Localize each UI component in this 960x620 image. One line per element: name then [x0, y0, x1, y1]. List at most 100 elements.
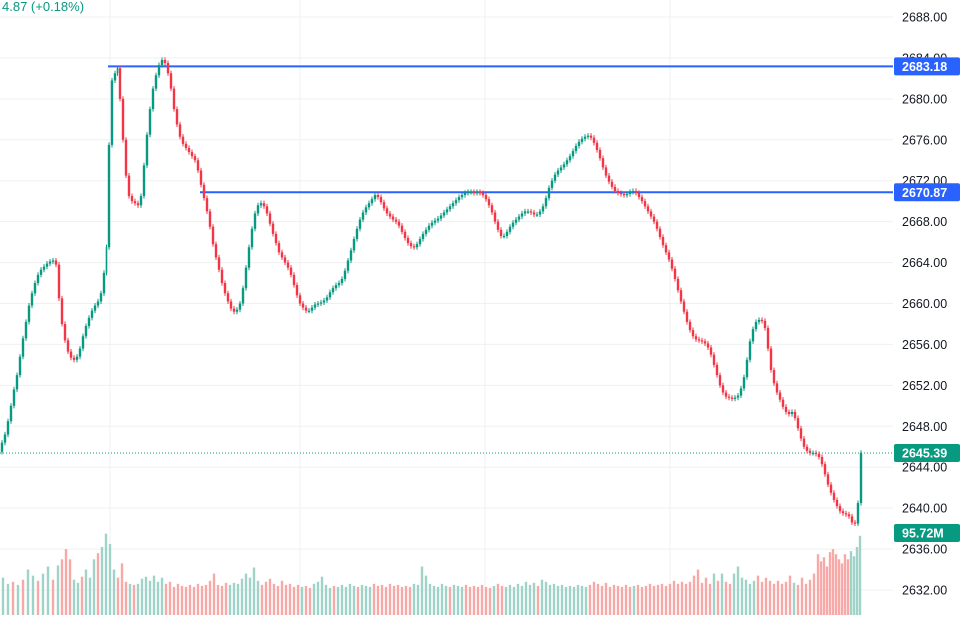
y-tick-label: 2664.00: [902, 256, 947, 270]
volume-bar: [216, 584, 220, 615]
volume-bar: [708, 583, 712, 615]
candle-body: [715, 364, 719, 376]
volume-bar: [852, 556, 856, 615]
candle-body: [532, 212, 536, 215]
candle-body: [592, 137, 596, 143]
volume-bar: [152, 575, 156, 615]
candle-body: [658, 228, 662, 237]
volume-bar: [204, 584, 208, 615]
volume-bar: [764, 577, 768, 615]
volume-bar: [208, 580, 212, 615]
volume-bar: [700, 582, 704, 615]
volume-bar: [60, 559, 64, 615]
candle-body: [220, 269, 224, 284]
volume-bar: [312, 583, 316, 615]
candle-body: [664, 245, 668, 253]
candle-body: [0, 442, 4, 452]
candle-body: [412, 246, 416, 248]
candle-body: [229, 301, 233, 309]
volume-bar: [476, 586, 480, 615]
candle-body: [57, 264, 61, 299]
axis-price-labels: 2683.18 2670.87 2645.39 95.72M: [894, 57, 960, 542]
volume-bar: [796, 584, 800, 615]
candle-body: [562, 164, 566, 168]
y-tick-label: 2688.00: [902, 11, 947, 25]
candle-body: [796, 418, 800, 429]
candle-body: [679, 290, 683, 302]
level-price-label-text: 2670.87: [902, 186, 947, 200]
price-axis[interactable]: 2632.00 2636.00 2640.00 2644.00 2648.00 2652.…: [902, 11, 947, 598]
volume-bar: [640, 586, 644, 615]
candle-body: [487, 199, 491, 206]
candle-body: [286, 262, 290, 268]
candle-body: [418, 239, 422, 245]
candle-body: [610, 181, 614, 187]
volume-bar: [76, 582, 80, 615]
candle-body: [604, 167, 608, 176]
volume-bar: [524, 581, 528, 615]
volume-bar: [276, 585, 280, 615]
volume-bar: [416, 584, 420, 615]
candle-body: [66, 340, 70, 352]
candle-body: [247, 247, 251, 268]
candle-body: [331, 288, 335, 293]
candle-body: [63, 323, 67, 341]
candle-body: [712, 354, 716, 365]
volume-bar: [632, 585, 636, 615]
volume-bar: [11, 581, 15, 615]
candle-body: [718, 375, 722, 386]
volume-bar: [292, 586, 296, 615]
candle-body: [319, 302, 323, 304]
candle-body: [190, 152, 194, 157]
volume-bar: [384, 586, 388, 615]
candles: [0, 57, 863, 527]
candle-body: [859, 452, 863, 504]
volume-bar: [652, 585, 656, 615]
volume-bar: [572, 586, 576, 615]
grid: [0, 0, 893, 615]
candle-body: [241, 288, 245, 304]
volume-bar: [484, 586, 488, 615]
candle-body: [205, 198, 209, 212]
candle-body: [436, 218, 440, 221]
volume-bar: [88, 577, 92, 615]
candle-body: [421, 233, 425, 240]
candle-body: [352, 239, 356, 251]
candle-body: [127, 175, 131, 197]
volume-bar: [116, 577, 120, 615]
candle-body: [844, 513, 848, 515]
candle-body: [676, 278, 680, 291]
volume-bar: [288, 583, 292, 615]
candle-body: [478, 191, 482, 194]
candle-body: [9, 405, 13, 422]
volume-bar: [808, 579, 812, 615]
volume-bar: [604, 582, 608, 615]
volume-bar: [280, 580, 284, 615]
candle-body: [439, 215, 443, 219]
volume-bar: [512, 586, 516, 615]
candle-body: [48, 261, 52, 264]
volume-bar: [272, 583, 276, 615]
volume-bar: [120, 563, 124, 615]
volume-bar: [144, 576, 148, 615]
volume-bar: [140, 578, 144, 615]
candle-body: [124, 139, 128, 176]
level-price-label: 2683.18: [894, 57, 960, 76]
volume-bar: [560, 584, 564, 615]
volume-bar: [716, 580, 720, 615]
candle-body: [373, 195, 377, 200]
last-price-label: 2645.39: [894, 443, 960, 462]
volume-bar: [492, 585, 496, 615]
candle-body: [193, 156, 197, 161]
candle-body: [760, 319, 764, 322]
volume-bar: [46, 566, 50, 615]
horizontal-levels[interactable]: [108, 65, 893, 194]
volume-bar: [748, 583, 752, 615]
volume-bar: [496, 583, 500, 615]
candle-body: [613, 186, 617, 191]
volume-bar: [596, 583, 600, 615]
y-tick-label: 2640.00: [902, 502, 947, 516]
volume-bar: [816, 554, 820, 615]
